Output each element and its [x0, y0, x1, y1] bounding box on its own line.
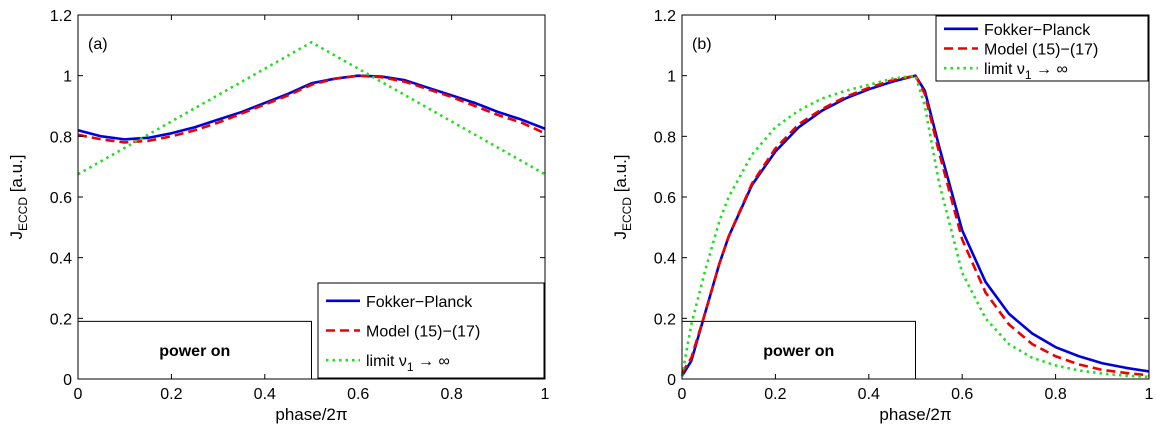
y-axis-label: JECCD [a.u.] [7, 154, 30, 239]
y-tick-label: 1 [63, 69, 72, 86]
chart-panel-b: power on 0 0.2 0.4 0.6 0.8 1 0 0.2 0.4 0.6 0.8 1 1.2 p… [611, 8, 1154, 424]
legend-box [935, 15, 1149, 82]
x-tick-label: 0.8 [440, 386, 462, 403]
panel-label: (b) [692, 36, 712, 53]
legend: Fokker−Planck Model (15)−(17) limit ν1 → ∞ [935, 15, 1149, 82]
y-axis-label: JECCD [a.u.] [611, 154, 634, 239]
y-tick-label: 0 [63, 372, 72, 389]
legend-label: Model (15)−(17) [366, 324, 480, 341]
x-tick-label: 1 [1145, 386, 1154, 403]
y-tick-label: 0.6 [654, 190, 676, 207]
x-tick-label: 1 [541, 386, 550, 403]
legend-label: Fokker−Planck [366, 294, 473, 311]
y-tick-label: 0.8 [654, 129, 676, 146]
x-axis-label: phase/2π [275, 405, 347, 424]
y-tick-label: 0.4 [50, 251, 72, 268]
panel-label: (a) [88, 36, 108, 53]
power-on-box [77, 320, 312, 380]
legend: Fokker−Planck Model (15)−(17) limit ν1 → ∞ [317, 282, 545, 379]
legend-label: limit ν1 → ∞ [366, 353, 450, 374]
series-line-limit [77, 40, 546, 176]
y-tick-label: 0.4 [654, 251, 676, 268]
series-line-model [680, 74, 1150, 377]
y-tick-label: 1.2 [50, 8, 72, 25]
chart-panel-a: power on 0 0.2 0.4 0.6 0.8 1 0 0.2 0.4 0.6 0.8 1 1.2 p… [7, 8, 550, 424]
series-line-fokker-planck [77, 74, 546, 141]
x-tick-label: 0.4 [858, 386, 880, 403]
y-tick-label: 0.2 [654, 311, 676, 328]
legend-label: limit ν1 → ∞ [984, 61, 1068, 82]
x-tick-label: 0.2 [160, 386, 182, 403]
y-tick-label: 0.6 [50, 190, 72, 207]
y-tick-label: 0.2 [50, 311, 72, 328]
legend-label: Model (15)−(17) [984, 42, 1098, 59]
x-axis-label: phase/2π [879, 405, 951, 424]
x-tick-label: 0.6 [347, 386, 369, 403]
x-tick-label: 0.4 [254, 386, 276, 403]
y-tick-label: 0 [667, 372, 676, 389]
power-on-box [681, 320, 916, 380]
y-tick-label: 0.8 [50, 129, 72, 146]
x-tick-label: 0.2 [764, 386, 786, 403]
power-on-label: power on [763, 343, 834, 360]
power-on-label: power on [159, 343, 230, 360]
x-tick-label: 0 [678, 386, 687, 403]
x-tick-label: 0.6 [951, 386, 973, 403]
series-line-model [77, 74, 546, 144]
x-tick-label: 0.8 [1044, 386, 1066, 403]
legend-label: Fokker−Planck [984, 22, 1091, 39]
x-tick-label: 0 [74, 386, 83, 403]
y-tick-label: 1.2 [654, 8, 676, 25]
y-tick-label: 1 [667, 69, 676, 86]
